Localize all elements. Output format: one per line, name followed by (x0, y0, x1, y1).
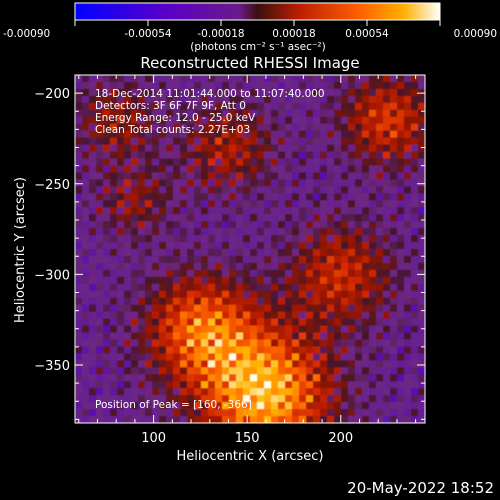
annotation-line: 18-Dec-2014 11:01:44.000 to 11:07:40.000 (95, 88, 325, 100)
y-tick-label: −350 (34, 359, 70, 374)
colorbar-tick-label: 0.00090 (454, 28, 497, 40)
chart-title: Reconstructed RHESSI Image (140, 54, 359, 72)
peak-annotation: Position of Peak = [160, -366] (95, 399, 252, 411)
x-tick-label: 150 (235, 431, 260, 446)
colorbar (75, 3, 440, 20)
plot-frame (74, 74, 426, 424)
colorbar-tick-label: -0.00018 (197, 28, 244, 40)
x-axis-label: Heliocentric X (arcsec) (177, 449, 324, 464)
y-tick-label: −250 (34, 178, 70, 193)
x-tick-label: 100 (141, 431, 166, 446)
y-tick-label: −300 (34, 268, 70, 283)
colorbar-tick-label: 0.00054 (345, 28, 389, 40)
colorbar-tick-label: -0.00054 (124, 28, 172, 40)
y-axis-label: Heliocentric Y (arcsec) (13, 177, 28, 323)
colorbar-tick-label: -0.00090 (3, 28, 50, 40)
annotation-line: Clean Total counts: 2.27E+03 (95, 124, 250, 136)
colorbar-units: (photons cm⁻² s⁻¹ asec⁻²) (190, 41, 325, 53)
colorbar-tick-label: 0.00018 (272, 28, 315, 40)
timestamp: 20-May-2022 18:52 (347, 479, 494, 497)
heatmap-image (75, 75, 425, 423)
y-tick-label: −200 (34, 87, 70, 102)
annotation-line: Energy Range: 12.0 - 25.0 keV (95, 112, 256, 124)
annotation-line: Detectors: 3F 6F 7F 9F, Att 0 (95, 100, 246, 112)
x-tick-label: 200 (328, 431, 353, 446)
